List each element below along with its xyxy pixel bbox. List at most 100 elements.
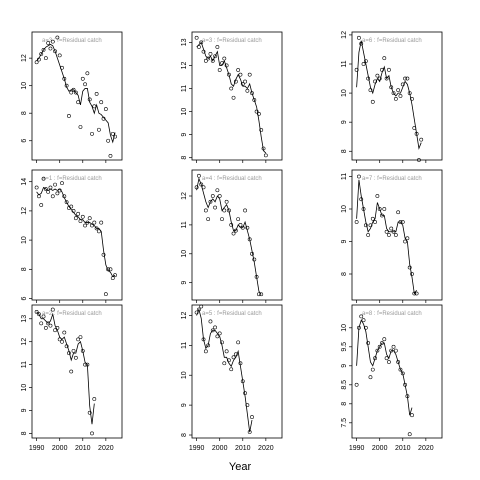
panel-5-data-point (220, 217, 224, 222)
panel-4-data-point (60, 181, 64, 186)
panel-9-data-point (393, 348, 398, 353)
panel-6-label: a=7 : f=Residual catch (362, 176, 422, 182)
panel-2-fitted-line (196, 41, 267, 154)
panel-1-data-point (94, 92, 99, 96)
panel-7-data-point (57, 337, 62, 342)
panel-1-data-point (71, 87, 76, 92)
panel-8-ytick-label: 12 (181, 311, 188, 319)
panel-1-data-point (97, 127, 101, 132)
panel-7-data-point (55, 326, 60, 330)
panel-1-data-point (106, 138, 111, 143)
panel-8-data-point (217, 331, 222, 336)
panel-9-xtick-label: 2020 (418, 445, 434, 452)
panel-3-data-point (363, 59, 368, 63)
panel-8-data-point (208, 319, 213, 324)
panel-7-data-point (92, 397, 97, 401)
panel-3-data-point (373, 79, 377, 84)
panel-3-ytick-label: 11 (341, 60, 348, 67)
panel-9-xtick-label: 2010 (395, 445, 411, 452)
panel-5-frame (191, 169, 283, 301)
panel-8-xtick-label: 2020 (258, 445, 274, 452)
panel-6-data-point (403, 239, 407, 244)
panel-1-ytick-label: 8 (21, 111, 28, 115)
panel-8-data-point (227, 358, 231, 363)
panel-4-data-point (83, 223, 87, 228)
panel-1-data-point (80, 76, 85, 81)
panel-4-data-point (87, 216, 92, 221)
panel-2-data-point (245, 88, 250, 93)
panel-2-data-point (206, 56, 211, 61)
panel-3-data-point (398, 94, 403, 98)
panel-1-ytick-label: 6 (21, 139, 28, 143)
panel-1-data-point (92, 104, 97, 109)
panel-4-ytick-label: 12 (21, 207, 28, 215)
panel-4-data-point (69, 204, 74, 209)
panel-9-data-point (354, 382, 359, 387)
panel-4-data-point (103, 292, 108, 297)
panel-7-data-point (53, 328, 57, 333)
panel-4-data-point (76, 211, 81, 216)
panel-4-data-point (46, 190, 51, 194)
panel-1-frame (31, 31, 123, 161)
panel-5-data-point (222, 208, 227, 213)
panel-4-data-point (110, 276, 115, 280)
panel-9-data-point (359, 314, 364, 319)
panel-9-ytick-label: 9.5 (341, 342, 348, 352)
panel-9-data-point (400, 371, 405, 376)
panel-1-data-point (55, 35, 60, 40)
panel-1-data-point (101, 116, 106, 121)
panel-4-data-point (106, 267, 111, 272)
panel-8-data-point (215, 334, 220, 339)
panel-7-ytick-label: 12 (21, 338, 28, 346)
panel-3-data-point (412, 126, 417, 130)
panel-4-data-point (90, 223, 94, 228)
panel-7-data-point (62, 330, 67, 335)
panel-5-ytick-label: 10 (181, 250, 188, 258)
panel-8-data-point (224, 349, 229, 354)
panel-5-data-point (229, 222, 234, 227)
panel-7-data-point (48, 323, 53, 328)
panel-9-data-point (380, 341, 384, 345)
panel-2-ytick-label: 10 (181, 108, 188, 116)
panel-3-data-point (357, 35, 361, 40)
panel-1-data-point (90, 131, 94, 136)
panel-5-data-point (224, 199, 229, 204)
panel-5-data-point (254, 274, 259, 279)
panel-4-data-point (92, 220, 97, 225)
panel-7-data-point (67, 351, 71, 356)
panel-1-data-point (76, 100, 81, 105)
panel-1-data-point (41, 47, 46, 52)
panel-7-data-point (78, 335, 83, 340)
panel-9-ytick-label: 10 (341, 324, 348, 332)
panel-3-data-point (387, 67, 391, 72)
panel-1-data-point (67, 114, 71, 118)
panel-2-ytick-label: 12 (181, 61, 188, 69)
panel-6-data-point (414, 291, 419, 296)
panel-4-ytick-label: 10 (21, 236, 28, 244)
panel-5-ytick-label: 11 (181, 221, 188, 228)
panel-5-data-point (252, 257, 257, 262)
panel-2-data-point (250, 91, 254, 96)
panel-8-ytick-label: 11 (181, 342, 188, 349)
panel-4-data-point (55, 191, 60, 196)
panel-6-data-point (361, 207, 366, 211)
panel-2-data-point (233, 79, 238, 84)
panel-9-data-point (375, 348, 380, 353)
panel-8-data-point (194, 310, 199, 315)
panel-6-ytick-label: 10 (341, 205, 348, 213)
panel-8-label: a=5 : f=Residual catch (202, 311, 262, 317)
panel-8-xtick-label: 2000 (212, 445, 228, 452)
panel-4-data-point (78, 219, 83, 224)
panel-2-data-point (220, 61, 224, 66)
panel-4-data-point (108, 267, 113, 272)
panel-2-data-point (257, 111, 261, 116)
panel-3-data-point (384, 76, 389, 81)
panel-1-data-point (62, 76, 67, 81)
panel-2-data-point (231, 95, 236, 100)
panel-4-data-point (43, 187, 48, 191)
panel-6-data-point (359, 197, 364, 202)
panel-5-data-point (215, 188, 220, 193)
panel-6-data-point (382, 207, 387, 211)
panel-2-label: a=3 : f=Residual catch (202, 38, 262, 44)
panel-7-label: a=2 : f=Residual catch (42, 311, 102, 317)
